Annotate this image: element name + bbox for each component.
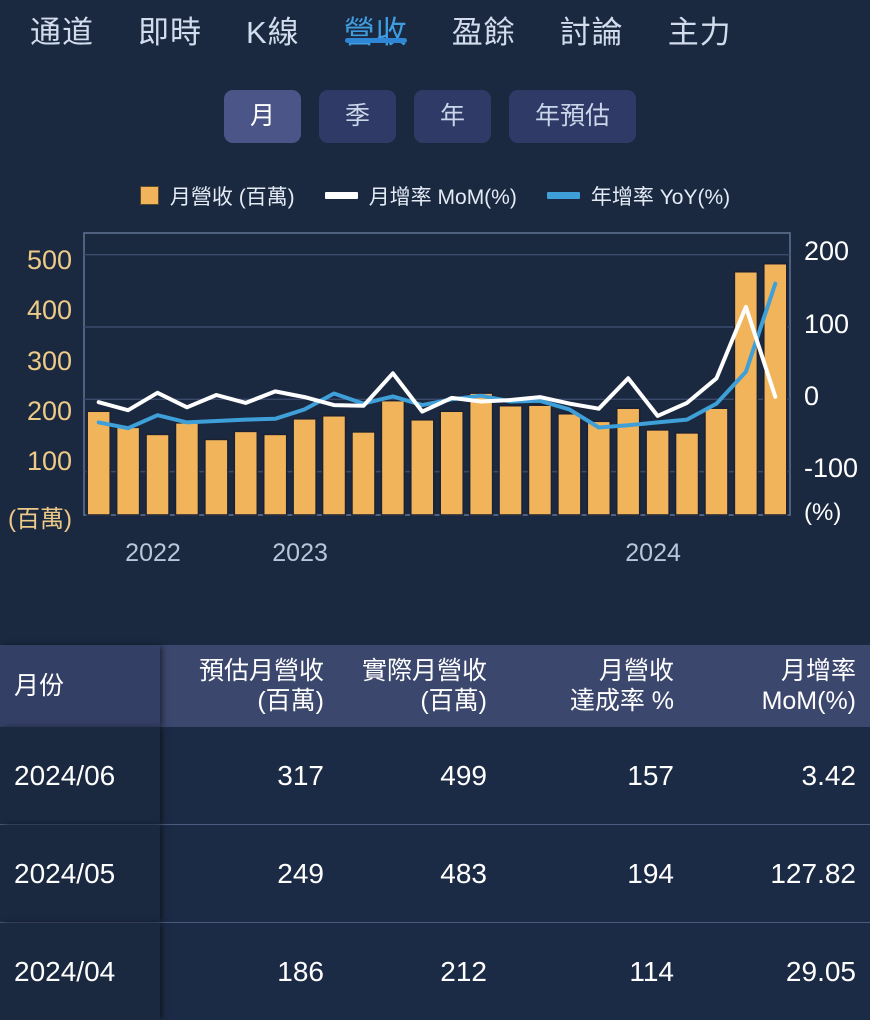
column-header-actual[interactable]: 實際月營收 (百萬) bbox=[338, 645, 501, 727]
legend-item-yoy[interactable]: 年增率 YoY(%) bbox=[546, 181, 731, 211]
cell-month: 2024/06 bbox=[0, 727, 160, 824]
tab-label: K線 bbox=[246, 15, 300, 50]
column-header-text: 實際月營收 (百萬) bbox=[361, 656, 487, 716]
period-year-forecast-button[interactable]: 年預估 bbox=[509, 90, 637, 143]
y-axis-tick-left: 200 bbox=[26, 396, 72, 427]
table-row[interactable]: 2024/06 317 499 157 3.42 bbox=[0, 727, 870, 824]
cell-mom: 127.82 bbox=[688, 825, 870, 922]
period-selector: 月 季 年 年預估 bbox=[0, 90, 870, 143]
y-axis-tick-left: 400 bbox=[26, 295, 72, 326]
period-quarter-button[interactable]: 季 bbox=[318, 90, 396, 143]
tab-discussion[interactable]: 討論 bbox=[538, 0, 646, 53]
tab-label: 即時 bbox=[138, 15, 202, 50]
y-axis-tick-left: 100 bbox=[26, 446, 72, 477]
y-axis-tick-right: 100 bbox=[804, 308, 850, 339]
column-header-forecast[interactable]: 預估月營收 (百萬) bbox=[160, 645, 338, 727]
cell-rate: 114 bbox=[501, 923, 688, 1020]
table-body: 2024/06 317 499 157 3.42 2024/05 249 483 194 127.… bbox=[0, 727, 870, 1020]
column-header-mom[interactable]: 月增率 MoM(%) bbox=[688, 645, 870, 727]
y-axis-tick-left: 500 bbox=[26, 244, 72, 275]
column-header-text: 月增率 MoM(%) bbox=[761, 656, 856, 716]
cell-actual: 499 bbox=[338, 727, 501, 824]
tab-main-force[interactable]: 主力 bbox=[646, 0, 754, 53]
table-header: 月份 預估月營收 (百萬) 實際月營收 (百萬) 月營收 達成率 % 月增率 M… bbox=[0, 645, 870, 727]
y-axis-unit-left: (百萬) bbox=[8, 505, 72, 533]
legend-item-revenue[interactable]: 月營收 (百萬) bbox=[139, 181, 295, 211]
legend-label: 月增率 MoM(%) bbox=[368, 185, 517, 209]
legend-label: 年增率 YoY(%) bbox=[590, 185, 731, 209]
y-axis-tick-right: 0 bbox=[804, 381, 820, 412]
x-axis-tick: 2022 bbox=[125, 538, 181, 567]
y-axis-tick-right: 200 bbox=[804, 236, 850, 267]
x-axis-tick: 2024 bbox=[625, 538, 681, 567]
legend-line-icon bbox=[546, 192, 580, 200]
cell-mom: 3.42 bbox=[688, 727, 870, 824]
tab-label: 主力 bbox=[667, 15, 732, 50]
tab-earnings[interactable]: 盈餘 bbox=[430, 0, 538, 53]
y-axis-tick-right: -100 bbox=[804, 453, 859, 484]
period-year-button[interactable]: 年 bbox=[414, 90, 492, 143]
top-tab-bar: 通道 即時 K線 營收 盈餘 討論 主力 bbox=[0, 0, 870, 92]
tab-revenue[interactable]: 營收 bbox=[322, 0, 430, 53]
tab-tongdao[interactable]: 通道 bbox=[8, 0, 116, 53]
y-axis-tick-left: 300 bbox=[26, 345, 72, 376]
tab-jishi[interactable]: 即時 bbox=[116, 0, 224, 53]
chart-legend: 月營收 (百萬) 月增率 MoM(%) 年增率 YoY(%) bbox=[0, 181, 870, 211]
tab-label: 通道 bbox=[30, 15, 94, 50]
column-header-text: 月營收 達成率 % bbox=[569, 656, 674, 716]
revenue-table: 月份 預估月營收 (百萬) 實際月營收 (百萬) 月營收 達成率 % 月增率 M… bbox=[0, 645, 870, 1020]
column-header-month[interactable]: 月份 bbox=[0, 645, 160, 727]
cell-month: 2024/04 bbox=[0, 923, 160, 1020]
cell-rate: 194 bbox=[501, 825, 688, 922]
column-header-text: 預估月營收 (百萬) bbox=[198, 656, 324, 716]
cell-forecast: 186 bbox=[160, 923, 338, 1020]
table-row[interactable]: 2024/05 249 483 194 127.82 bbox=[0, 824, 870, 922]
chart-canvas bbox=[83, 231, 791, 516]
column-header-achievement-rate[interactable]: 月營收 達成率 % bbox=[501, 645, 688, 727]
y-axis-unit-right: (%) bbox=[804, 498, 842, 526]
table-header-row: 月份 預估月營收 (百萬) 實際月營收 (百萬) 月營收 達成率 % 月增率 M… bbox=[0, 645, 870, 727]
tab-label: 討論 bbox=[559, 15, 624, 50]
period-month-button[interactable]: 月 bbox=[223, 90, 301, 143]
table-row[interactable]: 2024/04 186 212 114 29.05 bbox=[0, 922, 870, 1020]
cell-forecast: 317 bbox=[160, 727, 338, 824]
cell-forecast: 249 bbox=[160, 825, 338, 922]
cell-month: 2024/05 bbox=[0, 825, 160, 922]
tab-label: 盈餘 bbox=[451, 15, 516, 50]
x-axis-tick: 2023 bbox=[272, 538, 328, 567]
cell-rate: 157 bbox=[501, 727, 688, 824]
legend-item-mom[interactable]: 月增率 MoM(%) bbox=[324, 181, 517, 211]
tab-label: 營收 bbox=[343, 15, 408, 50]
cell-actual: 483 bbox=[338, 825, 501, 922]
legend-swatch-icon bbox=[139, 186, 159, 206]
revenue-chart[interactable]: 500 400 300 200 100 200 100 0 -100 (百萬) (%) 2022 202… bbox=[0, 225, 870, 577]
legend-label: 月營收 (百萬) bbox=[169, 185, 295, 209]
cell-mom: 29.05 bbox=[688, 923, 870, 1020]
cell-actual: 212 bbox=[338, 923, 501, 1020]
legend-line-icon bbox=[324, 192, 358, 200]
tab-active-underline bbox=[344, 37, 407, 43]
tab-kline[interactable]: K線 bbox=[224, 0, 322, 53]
